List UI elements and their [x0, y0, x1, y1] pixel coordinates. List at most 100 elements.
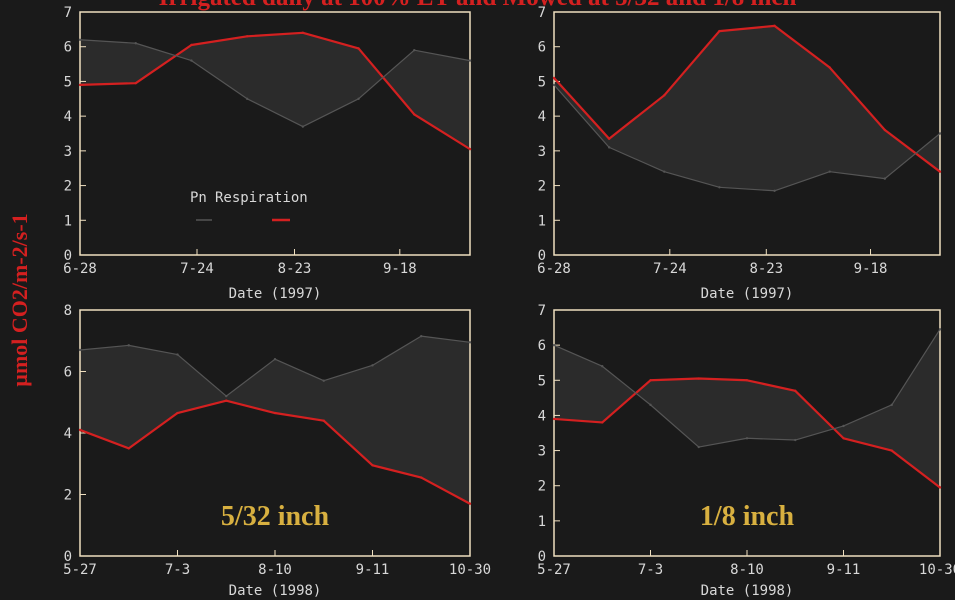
- data-point: [607, 137, 611, 140]
- data-point: [301, 31, 305, 35]
- chart-panel-2: 0 1 2 3 4 5 6 7 6-28 7-24 8-23 9-18 Date (1997): [537, 5, 942, 302]
- data-point: [842, 437, 845, 440]
- data-point: [127, 344, 130, 347]
- data-point: [371, 464, 374, 467]
- data-point: [176, 353, 179, 356]
- data-point: [301, 125, 305, 128]
- data-point: [773, 24, 776, 28]
- data-point: [413, 48, 416, 52]
- x-tick-label: 8-23: [749, 261, 783, 277]
- data-point: [745, 437, 749, 440]
- data-point: [938, 486, 942, 489]
- y-tick-label: 1: [538, 514, 546, 530]
- shaded-area: [554, 25, 940, 191]
- shaded-area: [80, 336, 470, 504]
- y-tick-label: 2: [538, 179, 546, 195]
- data-point: [78, 38, 82, 41]
- y-tick-label: 4: [64, 426, 72, 442]
- y-tick-label: 1: [64, 213, 72, 229]
- data-point: [468, 341, 472, 344]
- y-tick-label: 5: [538, 74, 546, 90]
- y-tick-label: 0: [64, 549, 72, 565]
- x-tick-label: 6-28: [63, 261, 97, 277]
- y-tick-label: 7: [538, 5, 546, 21]
- data-point: [190, 59, 193, 62]
- y-tick-label: 1: [538, 213, 546, 229]
- y-tick-label: 5: [538, 373, 546, 389]
- legend-label-respiration: Respiration: [215, 190, 308, 206]
- data-point: [420, 476, 423, 479]
- series-line-respiration: [79, 39, 471, 128]
- series-line-pn: [553, 24, 941, 173]
- data-point: [322, 379, 325, 382]
- data-point: [176, 411, 179, 415]
- data-point: [78, 428, 82, 432]
- data-point: [890, 403, 893, 407]
- data-point: [745, 379, 749, 382]
- data-point: [552, 343, 556, 347]
- chart-panel-3: 0 2 4 6 8 5-27 7-3 8-10 9-11 10-30 Date (1998) 5/32…: [63, 303, 491, 599]
- data-point: [134, 81, 137, 85]
- data-point: [938, 170, 942, 173]
- data-point: [718, 186, 721, 189]
- y-tick-label: 6: [538, 40, 546, 56]
- x-tick-label: 9-18: [383, 261, 417, 277]
- data-point: [552, 417, 556, 421]
- data-point: [273, 411, 277, 415]
- data-point: [190, 43, 193, 47]
- legend-label-pn: Pn: [190, 190, 207, 206]
- data-point: [890, 449, 893, 452]
- y-tick-label: 6: [64, 365, 72, 381]
- y-tick-label: 7: [538, 303, 546, 319]
- data-point: [127, 447, 130, 450]
- data-point: [601, 421, 604, 424]
- data-point: [273, 358, 277, 361]
- y-tick-label: 8: [64, 303, 72, 319]
- shaded-area: [554, 329, 940, 488]
- data-point: [718, 29, 721, 33]
- y-tick-label: 6: [538, 338, 546, 354]
- data-point: [794, 438, 797, 442]
- data-point: [607, 146, 611, 149]
- chart-panel-4: 0 1 2 3 4 5 6 7 5-27 7-3 8-10 9-11 10-30 Date (1998) 1…: [537, 303, 955, 599]
- series-line-respiration: [553, 84, 941, 192]
- data-point: [468, 147, 472, 151]
- x-tick-label: 8-23: [278, 261, 312, 277]
- shaded-area: [80, 32, 470, 150]
- x-tick-label: 6-28: [537, 261, 571, 277]
- x-tick-label: 7-3: [165, 562, 190, 578]
- y-tick-label: 2: [538, 479, 546, 495]
- x-tick-label: 9-11: [827, 562, 861, 578]
- x-tick-label: 9-11: [356, 562, 390, 578]
- data-point: [134, 42, 137, 45]
- x-axis-label: Date (1997): [229, 286, 322, 302]
- x-tick-label: 10-30: [919, 562, 955, 578]
- data-point: [842, 424, 845, 428]
- data-point: [601, 365, 604, 368]
- x-axis-label: Date (1997): [701, 286, 794, 302]
- data-point: [413, 113, 416, 116]
- y-tick-label: 4: [64, 109, 72, 125]
- data-point: [663, 170, 666, 173]
- data-point: [663, 94, 666, 97]
- x-tick-label: 7-24: [653, 261, 687, 277]
- y-tick-label: 7: [64, 5, 72, 21]
- y-tick-label: 2: [64, 488, 72, 504]
- data-point: [468, 502, 472, 505]
- plot-frame: [79, 11, 471, 256]
- y-tick-label: 0: [538, 549, 546, 565]
- data-point: [357, 97, 360, 100]
- x-tick-label: 7-3: [638, 562, 663, 578]
- data-point: [225, 399, 228, 402]
- data-point: [78, 348, 82, 352]
- y-tick-label: 3: [538, 444, 546, 460]
- data-point: [773, 189, 776, 192]
- x-tick-label: 5-27: [537, 562, 571, 578]
- data-point: [938, 132, 942, 135]
- data-point: [322, 419, 325, 422]
- data-point: [245, 97, 249, 100]
- data-point: [552, 76, 556, 80]
- chart-panel-1: 0 1 2 3 4 5 6 7 6-28 7-24 8-23 9-18 Date (1997) Pn Res…: [63, 5, 472, 302]
- x-tick-label: 8-10: [258, 562, 292, 578]
